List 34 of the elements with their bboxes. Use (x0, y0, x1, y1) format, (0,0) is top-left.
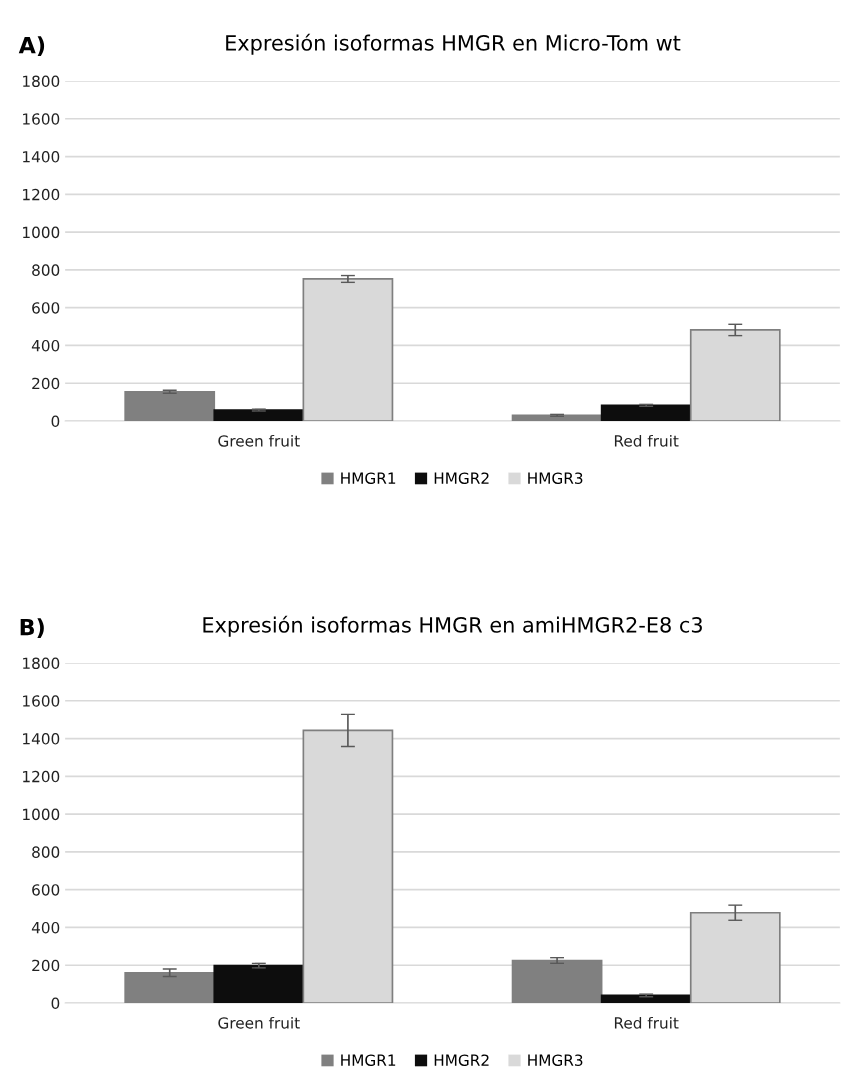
y-tick-label: 200 (32, 959, 60, 972)
y-tick-label: 600 (32, 884, 60, 896)
y-tick-label: 400 (31, 339, 60, 352)
y-tick-label: 1000 (23, 808, 60, 821)
y-tick-label: 1800 (23, 75, 60, 88)
y-tick-label: 400 (31, 921, 60, 934)
legend-label: HMGR3 (528, 472, 583, 484)
y-tick-label: 600 (32, 302, 60, 314)
y-tick-label: 0 (51, 997, 60, 1010)
text: A) (18, 36, 45, 57)
y-tick-label: 1800 (23, 657, 60, 670)
y-tick-label: 1000 (23, 226, 60, 239)
chart-title: Expresión isoformas HMGR en Micro-Tom wt (226, 33, 681, 55)
x-tick-label: Red fruit (614, 434, 679, 447)
x-tick-label: Green fruit (218, 434, 300, 447)
y-tick-label: 0 (51, 415, 60, 428)
chart-title: Expresión isoformas HMGR en amiHMGR2-E8 c3 (203, 615, 702, 637)
y-tick-label: 800 (32, 846, 60, 858)
legend-label: HMGR1 (341, 1054, 396, 1066)
legend-label: HMGR1 (341, 472, 396, 484)
legend-label: HMGR3 (528, 1054, 583, 1066)
y-tick-label: 1400 (23, 151, 60, 163)
y-tick-label: 1400 (23, 733, 60, 745)
legend-label: HMGR2 (434, 1054, 489, 1066)
y-tick-label: 1600 (23, 695, 60, 707)
y-tick-label: 200 (32, 377, 60, 390)
y-tick-label: 1200 (23, 770, 60, 783)
y-tick-label: 1200 (23, 188, 60, 201)
y-tick-label: 800 (32, 264, 60, 276)
x-tick-label: Green fruit (218, 1016, 300, 1029)
x-tick-label: Red fruit (614, 1016, 679, 1029)
text: B) (20, 618, 44, 639)
y-tick-label: 1600 (23, 113, 60, 125)
legend-label: HMGR2 (434, 472, 489, 484)
